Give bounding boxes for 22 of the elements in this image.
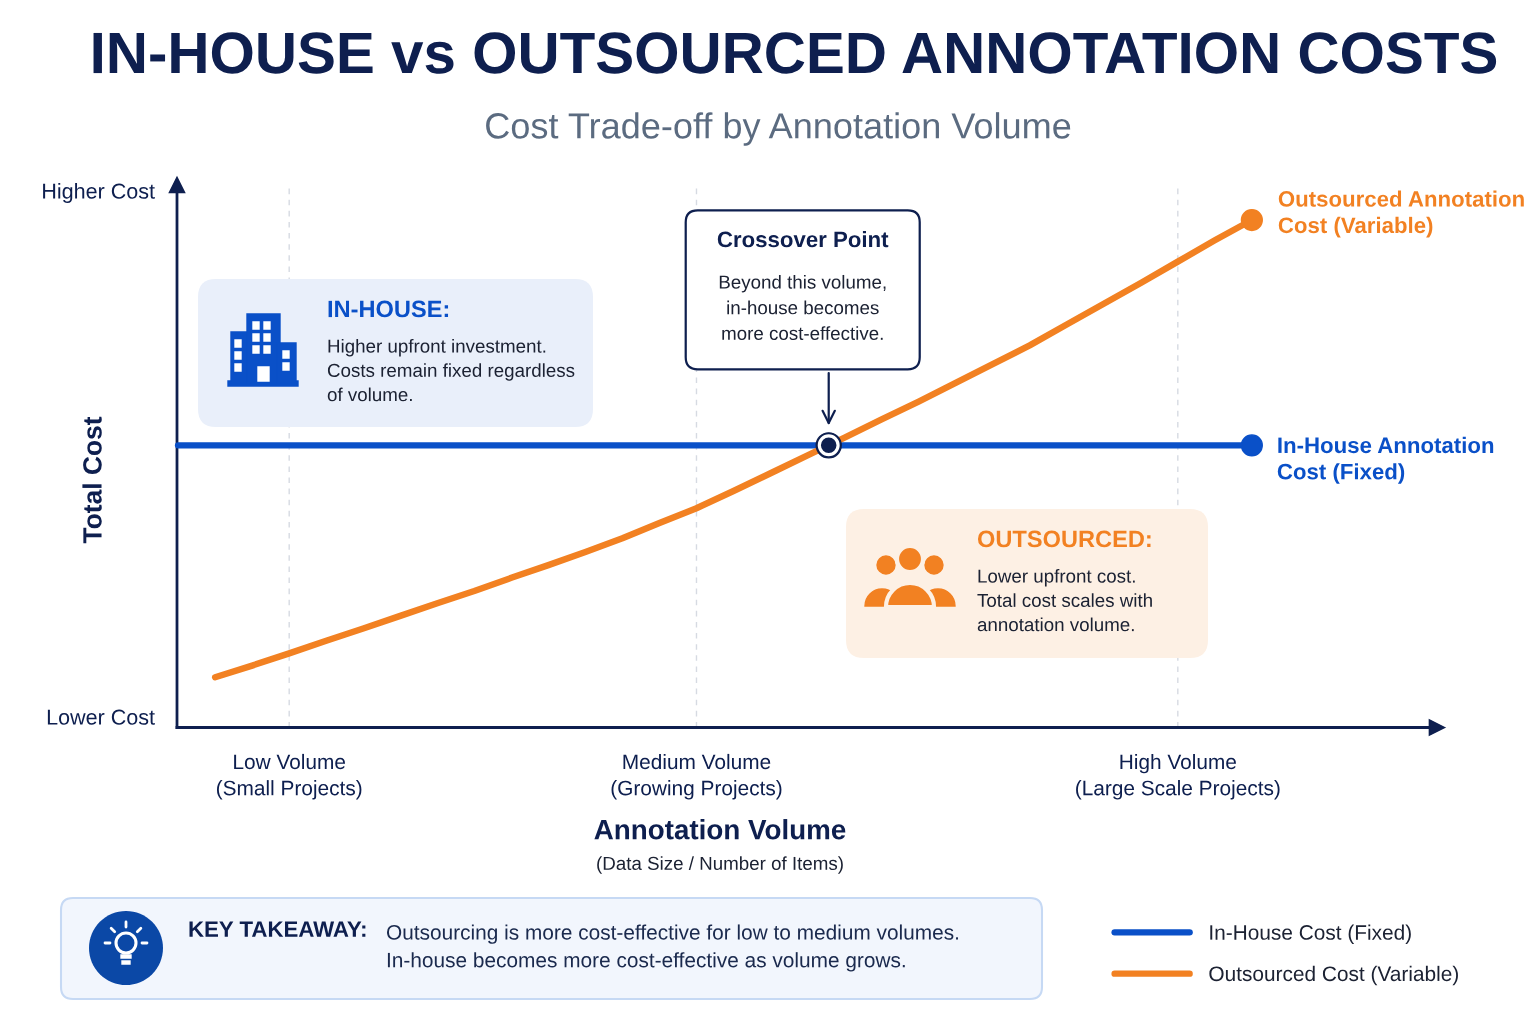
chart-subtitle: Cost Trade-off by Annotation Volume: [486, 112, 1071, 146]
legend-label: Outsourced Cost (Variable): [1209, 965, 1458, 986]
text: (Data Size / Number of Items): [597, 856, 843, 874]
text: Outsourcing is more cost-effective for low to medium volumes. In-house becomes more cost-effective as volume grows.: [386, 924, 959, 972]
x-axis-title: Annotation Volume: [594, 819, 846, 840]
annotation: Higher upfront investment. Costs remain fixed regardless of volume.: [327, 338, 575, 402]
text: Outsourced Annotation Cost (Variable): [1278, 190, 1524, 238]
y-axis-title: Total Cost: [82, 416, 102, 544]
annotation: Beyond this volume, in-house becomes more cost-effective.: [719, 274, 886, 340]
text: Higher Cost: [43, 182, 155, 204]
x-tick-label: High Volume (Large Scale Projects): [1076, 753, 1280, 800]
x-tick-label: Medium Volume (Growing Projects): [611, 753, 782, 800]
x-tick-label: Low Volume (Small Projects): [216, 753, 362, 800]
text: In-House Annotation Cost (Fixed): [1277, 436, 1494, 484]
annotation: IN-HOUSE:: [328, 300, 449, 318]
text: KEY TAKEAWAY:: [189, 921, 366, 937]
chart-title: IN-HOUSE vs OUTSOURCED ANNOTATION COSTS: [93, 32, 1497, 74]
legend-label: In-House Cost (Fixed): [1210, 924, 1411, 944]
annotation: OUTSOURCED:: [977, 530, 1151, 548]
text: Lower Cost: [47, 709, 155, 725]
annotation: Lower upfront cost. Total cost scales with annotation volume.: [977, 569, 1152, 632]
annotation: Crossover Point: [717, 230, 889, 248]
